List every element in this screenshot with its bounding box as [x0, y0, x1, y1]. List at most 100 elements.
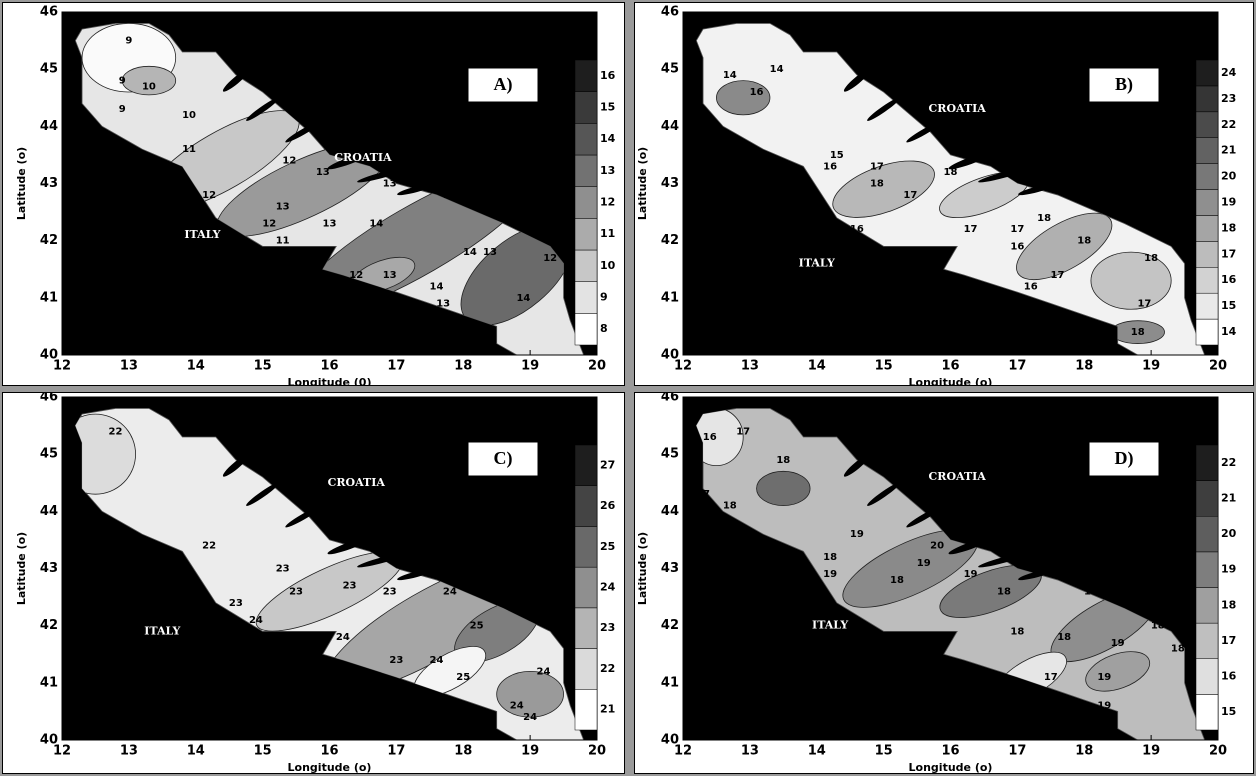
- colorbar-segment: [575, 445, 597, 486]
- figure: 8910111213141516121314151617181920404142…: [0, 0, 1256, 776]
- contour-label: 13: [276, 201, 290, 212]
- colorbar-segment: [1196, 215, 1218, 241]
- contour-label: 18: [1077, 236, 1091, 247]
- colorbar-label: 10: [600, 259, 616, 272]
- x-tick-label: 15: [875, 359, 893, 374]
- x-tick-label: 13: [120, 359, 138, 374]
- colorbar-segment: [1196, 164, 1218, 190]
- contour-label: 18: [1171, 644, 1185, 655]
- country-label: CROATIA: [929, 102, 987, 115]
- contour-label: 18: [723, 501, 737, 512]
- contour-label: 18: [1144, 253, 1158, 264]
- y-tick-label: 44: [661, 504, 679, 519]
- colorbar-label: 19: [1221, 196, 1236, 209]
- contour-label: 18: [1037, 213, 1051, 224]
- y-tick-label: 43: [40, 561, 58, 576]
- x-tick-label: 16: [941, 359, 959, 374]
- contour-label: 14: [770, 64, 784, 75]
- y-tick-label: 45: [661, 447, 679, 462]
- contour-label: 19: [917, 558, 931, 569]
- colorbar-segment: [575, 313, 597, 345]
- x-tick-label: 14: [187, 359, 205, 374]
- colorbar-segment: [575, 486, 597, 527]
- y-tick-label: 43: [661, 176, 679, 191]
- contour-label: 14: [723, 70, 737, 81]
- contour-label: 19: [850, 529, 864, 540]
- contour-region: [1091, 252, 1171, 309]
- contour-label: 18: [823, 552, 837, 563]
- colorbar-label: 9: [600, 291, 608, 304]
- contour-label: 19: [823, 569, 837, 580]
- contour-label: 13: [383, 179, 397, 190]
- colorbar-label: 23: [600, 621, 615, 634]
- colorbar-segment: [1196, 694, 1218, 730]
- contour-label: 16: [1024, 281, 1038, 292]
- y-tick-label: 42: [40, 618, 58, 633]
- contour-label: 24: [523, 712, 537, 723]
- x-tick-label: 16: [941, 744, 959, 759]
- contour-label: 24: [443, 586, 457, 597]
- colorbar-segment: [575, 689, 597, 730]
- colorbar-segment: [1196, 516, 1218, 552]
- colorbar-label: 14: [1221, 325, 1237, 338]
- contour-label: 14: [516, 293, 530, 304]
- y-tick-label: 41: [661, 290, 679, 305]
- x-tick-label: 19: [1142, 359, 1160, 374]
- contour-label: 24: [510, 701, 524, 712]
- colorbar-segment: [575, 567, 597, 608]
- y-axis-title: Latitude (o): [15, 147, 28, 220]
- contour-label: 25: [470, 621, 484, 632]
- x-tick-label: 19: [1142, 744, 1160, 759]
- contour-label: 20: [930, 541, 944, 552]
- x-tick-label: 16: [320, 744, 338, 759]
- contour-label: 18: [870, 179, 884, 190]
- colorbar-segment: [575, 250, 597, 282]
- contour-region: [757, 471, 811, 505]
- contour-label: 17: [903, 190, 917, 201]
- colorbar-segment: [1196, 138, 1218, 164]
- colorbar-segment: [575, 92, 597, 124]
- y-tick-label: 44: [661, 119, 679, 134]
- contour-label: 14: [430, 281, 444, 292]
- x-tick-label: 20: [1209, 744, 1227, 759]
- country-label: CROATIA: [328, 476, 386, 489]
- x-tick-label: 19: [521, 744, 539, 759]
- colorbar-label: 15: [600, 101, 615, 114]
- colorbar-label: 14: [600, 132, 616, 145]
- y-axis-title: Latitude (o): [636, 147, 649, 220]
- colorbar-label: 21: [1221, 144, 1236, 157]
- contour-label: 17: [736, 426, 750, 437]
- colorbar-segment: [575, 155, 597, 187]
- contour-label: 13: [436, 299, 450, 310]
- colorbar-label: 24: [600, 581, 616, 594]
- y-tick-label: 44: [40, 504, 58, 519]
- colorbar-segment: [575, 218, 597, 250]
- x-tick-label: 17: [387, 359, 405, 374]
- contour-label: 23: [229, 598, 243, 609]
- contour-label: 13: [443, 190, 457, 201]
- contour-label: 12: [543, 253, 557, 264]
- contour-label: 12: [202, 190, 216, 201]
- contour-label: 16: [850, 224, 864, 235]
- contour-label: 14: [463, 247, 477, 258]
- contour-label: 14: [369, 219, 383, 230]
- x-tick-label: 17: [1008, 744, 1026, 759]
- panel: 1516171819202122121314151617181920404142…: [634, 390, 1254, 775]
- y-tick-label: 45: [40, 62, 58, 77]
- x-tick-label: 13: [741, 744, 759, 759]
- panel-inner: 2122232425262712131415161718192040414243…: [2, 390, 625, 775]
- colorbar-segment: [1196, 588, 1218, 624]
- y-tick-label: 42: [661, 233, 679, 248]
- contour-label: 22: [109, 426, 123, 437]
- contour-label: 22: [202, 541, 216, 552]
- contour-label: 19: [1097, 701, 1111, 712]
- colorbar-segment: [575, 608, 597, 649]
- contour-label: 25: [456, 672, 470, 683]
- colorbar-label: 25: [600, 540, 615, 553]
- contour-label: 17: [870, 161, 884, 172]
- colorbar-label: 16: [1221, 273, 1237, 286]
- panel: 8910111213141516121314151617181920404142…: [2, 2, 625, 389]
- contour-label: 18: [1057, 632, 1071, 643]
- x-tick-label: 18: [454, 359, 472, 374]
